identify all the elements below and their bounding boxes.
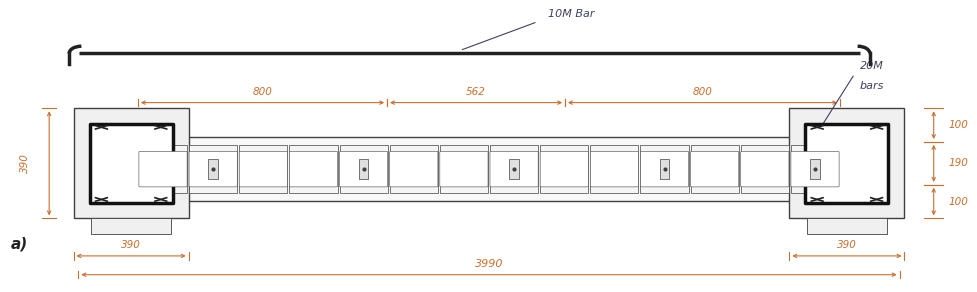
FancyBboxPatch shape [640,151,688,187]
Text: a): a) [11,237,28,252]
FancyBboxPatch shape [389,151,438,187]
Bar [640,145,688,193]
Text: 390: 390 [20,153,29,173]
Bar [809,159,819,179]
FancyBboxPatch shape [139,151,187,187]
Bar [440,145,488,193]
Text: 390: 390 [836,240,856,250]
FancyBboxPatch shape [790,151,838,187]
Bar [133,137,844,201]
Bar [289,145,337,193]
Bar [208,159,218,179]
FancyBboxPatch shape [239,151,287,187]
Text: 3990: 3990 [474,259,503,269]
FancyBboxPatch shape [740,151,788,187]
Bar [239,145,287,193]
Text: bars: bars [859,81,883,91]
FancyBboxPatch shape [539,151,588,187]
Bar [489,145,537,193]
Bar [189,145,237,193]
Bar [139,145,187,193]
FancyBboxPatch shape [590,151,638,187]
Text: 100: 100 [948,120,967,130]
Bar [740,145,788,193]
Text: 800: 800 [252,87,273,97]
Text: 800: 800 [692,87,712,97]
FancyBboxPatch shape [489,151,537,187]
FancyBboxPatch shape [440,151,488,187]
Bar [659,159,668,179]
Text: 10M Bar: 10M Bar [547,9,593,19]
Bar [590,145,638,193]
Bar [790,145,838,193]
FancyBboxPatch shape [339,151,387,187]
Bar [805,124,887,203]
Text: 562: 562 [466,87,486,97]
Text: 390: 390 [121,240,141,250]
Text: 100: 100 [948,197,967,206]
Bar [788,108,904,218]
Bar [509,159,519,179]
FancyBboxPatch shape [690,151,738,187]
Text: 190: 190 [948,158,967,168]
Bar [389,145,438,193]
Bar [539,145,588,193]
Bar [690,145,738,193]
FancyBboxPatch shape [189,151,237,187]
Bar [806,218,886,234]
Bar [359,159,368,179]
FancyBboxPatch shape [289,151,337,187]
Bar [73,108,189,218]
Bar [91,218,171,234]
Text: 20M: 20M [859,61,882,71]
Bar [90,124,172,203]
Bar [339,145,387,193]
